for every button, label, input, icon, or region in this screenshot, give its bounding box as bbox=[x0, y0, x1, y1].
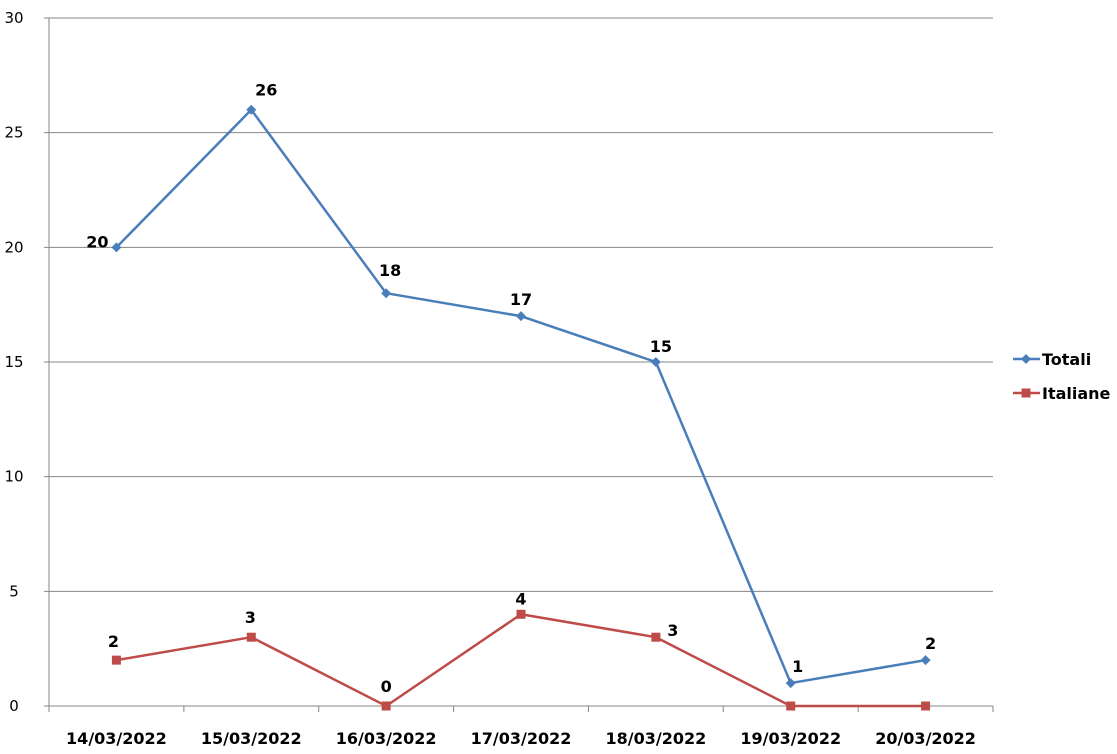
y-tick-label: 5 bbox=[9, 582, 19, 600]
legend-label: Totali bbox=[1042, 350, 1091, 369]
data-point bbox=[920, 655, 931, 666]
y-tick-label: 15 bbox=[4, 353, 23, 371]
data-label: 20 bbox=[86, 232, 108, 251]
data-label: 26 bbox=[255, 81, 277, 100]
series-line-italiane bbox=[116, 613, 926, 708]
x-tick-label: 15/03/2022 bbox=[201, 729, 302, 748]
data-point bbox=[786, 701, 796, 711]
data-label: 15 bbox=[650, 337, 672, 356]
y-tick-label: 30 bbox=[4, 9, 23, 27]
data-point bbox=[246, 104, 257, 115]
data-point bbox=[516, 609, 526, 619]
legend-label: Italiane bbox=[1042, 384, 1111, 403]
y-tick-label: 10 bbox=[4, 468, 23, 486]
data-point bbox=[111, 242, 122, 253]
legend[interactable]: Totali Italiane bbox=[1013, 350, 1111, 403]
legend-marker bbox=[1021, 388, 1031, 398]
x-tick-label: 20/03/2022 bbox=[875, 729, 976, 748]
data-point bbox=[111, 655, 121, 665]
data-label: 17 bbox=[510, 290, 532, 309]
data-point bbox=[921, 701, 931, 711]
y-tick-label: 25 bbox=[4, 124, 23, 142]
x-axis-ticks: 14/03/2022 15/03/2022 16/03/2022 17/03/2022… bbox=[66, 729, 976, 748]
data-label: 1 bbox=[792, 657, 803, 676]
data-label: 4 bbox=[515, 589, 526, 608]
x-tick-label: 14/03/2022 bbox=[66, 729, 167, 748]
data-label: 2 bbox=[925, 634, 936, 653]
legend-marker bbox=[1021, 354, 1031, 364]
data-label: 3 bbox=[245, 608, 256, 627]
data-label: 2 bbox=[108, 632, 119, 651]
data-point bbox=[381, 288, 392, 299]
data-point bbox=[246, 632, 256, 642]
data-point bbox=[516, 311, 526, 322]
data-point bbox=[650, 357, 661, 367]
y-tick-label: 0 bbox=[9, 697, 19, 715]
x-tick-label: 18/03/2022 bbox=[605, 729, 706, 748]
data-label: 0 bbox=[381, 677, 392, 696]
data-point bbox=[785, 678, 796, 689]
x-tick-label: 19/03/2022 bbox=[740, 729, 841, 748]
y-tick-label: 20 bbox=[4, 238, 23, 256]
data-point bbox=[651, 632, 661, 642]
data-label: 3 bbox=[667, 621, 678, 640]
x-tick-label: 17/03/2022 bbox=[471, 729, 572, 748]
series-group bbox=[111, 104, 931, 711]
data-point bbox=[381, 701, 391, 711]
gridlines bbox=[44, 17, 993, 707]
y-axis-ticks: 0 5 10 15 20 25 30 bbox=[4, 9, 23, 715]
x-tick-label: 16/03/2022 bbox=[336, 729, 437, 748]
data-label: 18 bbox=[379, 261, 401, 280]
data-labels: 20 26 18 17 15 1 2 2 3 0 4 3 bbox=[86, 81, 936, 696]
